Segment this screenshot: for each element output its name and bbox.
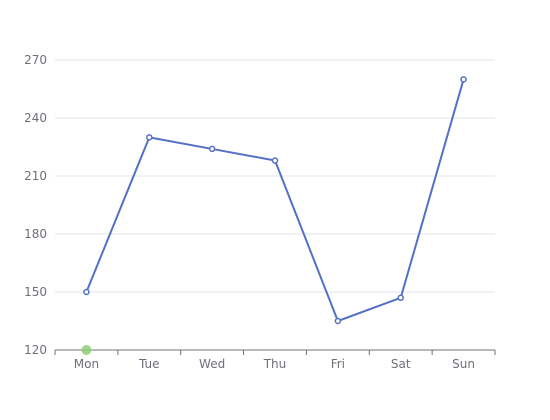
data-point-sat[interactable] (397, 294, 404, 302)
x-tick-label-fri: Fri (331, 357, 345, 371)
y-tick-label-180: 180 (24, 227, 47, 241)
axis-pointer-marker[interactable] (81, 345, 92, 355)
y-tick-label-210: 210 (24, 169, 47, 183)
y-tick-label-150: 150 (24, 285, 47, 299)
y-tick-label-240: 240 (24, 111, 47, 125)
x-tick-label-thu: Thu (263, 357, 287, 371)
y-tick-label-120: 120 (24, 343, 47, 357)
y-axis-labels: 120 150 180 210 240 270 (24, 53, 47, 357)
data-point-wed[interactable] (208, 145, 216, 153)
data-point-sun[interactable] (460, 76, 467, 83)
x-tick-label-sat: Sat (391, 357, 411, 371)
x-axis: Mon Tue Wed Thu Fri Sat Sun (54, 349, 496, 371)
x-tick-label-wed: Wed (199, 357, 225, 371)
x-tick-label-sun: Sun (452, 357, 475, 371)
grid-lines (55, 59, 495, 293)
data-point-fri[interactable] (334, 317, 342, 325)
series-layer (81, 76, 467, 355)
x-tick-label-mon: Mon (74, 357, 99, 371)
y-tick-label-270: 270 (24, 53, 47, 67)
data-point-mon[interactable] (83, 288, 90, 296)
data-point-tue[interactable] (146, 134, 153, 141)
x-tick-label-tue: Tue (138, 357, 160, 371)
series-line-0 (85, 79, 465, 322)
data-point-thu[interactable] (271, 157, 279, 164)
